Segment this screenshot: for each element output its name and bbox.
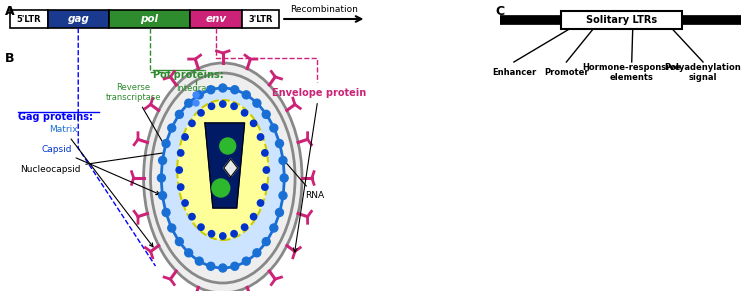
Circle shape — [231, 230, 237, 237]
Circle shape — [168, 124, 176, 132]
Circle shape — [242, 91, 250, 99]
Circle shape — [219, 84, 226, 92]
Circle shape — [198, 224, 204, 230]
Circle shape — [176, 110, 183, 118]
Circle shape — [251, 120, 257, 127]
Text: Capsid: Capsid — [41, 145, 160, 195]
Circle shape — [220, 233, 226, 239]
FancyBboxPatch shape — [47, 10, 109, 28]
Circle shape — [182, 200, 188, 206]
Text: pol: pol — [140, 14, 158, 24]
Circle shape — [207, 262, 214, 270]
Text: Enhancer: Enhancer — [492, 68, 536, 77]
Circle shape — [242, 224, 248, 230]
Text: 5'LTR: 5'LTR — [16, 15, 41, 24]
Circle shape — [253, 249, 261, 257]
Circle shape — [209, 230, 214, 237]
Circle shape — [257, 200, 264, 206]
Text: Nucleocapsid: Nucleocapsid — [20, 149, 179, 174]
Circle shape — [182, 134, 188, 140]
FancyBboxPatch shape — [190, 10, 242, 28]
Circle shape — [220, 138, 236, 154]
Ellipse shape — [177, 100, 268, 240]
FancyBboxPatch shape — [10, 10, 47, 28]
Text: Integrase: Integrase — [176, 84, 216, 93]
Text: Promoter: Promoter — [544, 68, 589, 77]
Text: RNA: RNA — [269, 143, 324, 200]
Text: A: A — [5, 5, 14, 18]
Circle shape — [176, 238, 183, 246]
Text: Hormone-responsive
elements: Hormone-responsive elements — [583, 63, 681, 82]
Polygon shape — [224, 159, 238, 177]
FancyBboxPatch shape — [562, 11, 682, 29]
Text: 3'LTR: 3'LTR — [248, 15, 273, 24]
Text: Pol proteins:: Pol proteins: — [154, 70, 224, 80]
Circle shape — [242, 110, 248, 116]
Circle shape — [275, 140, 284, 148]
Circle shape — [189, 120, 195, 127]
Circle shape — [262, 110, 270, 118]
Text: gag: gag — [68, 14, 89, 24]
Text: C: C — [495, 5, 504, 18]
Circle shape — [176, 167, 182, 173]
Circle shape — [262, 238, 270, 246]
Text: Envelope protein: Envelope protein — [272, 88, 366, 252]
Circle shape — [231, 262, 238, 270]
Circle shape — [198, 110, 204, 116]
Circle shape — [195, 257, 203, 265]
Circle shape — [178, 184, 184, 190]
Circle shape — [231, 103, 237, 109]
Circle shape — [158, 157, 166, 164]
Text: Gag proteins:: Gag proteins: — [18, 112, 93, 122]
Circle shape — [162, 140, 170, 148]
Circle shape — [212, 179, 230, 197]
Circle shape — [162, 208, 170, 217]
FancyBboxPatch shape — [242, 10, 279, 28]
Circle shape — [279, 191, 287, 200]
Circle shape — [242, 257, 250, 265]
Circle shape — [262, 184, 268, 190]
Circle shape — [253, 99, 261, 107]
Circle shape — [193, 92, 199, 98]
Circle shape — [220, 101, 226, 107]
Circle shape — [251, 214, 257, 220]
Circle shape — [209, 103, 214, 109]
Ellipse shape — [161, 88, 284, 268]
Circle shape — [262, 150, 268, 156]
Circle shape — [168, 224, 176, 232]
Circle shape — [257, 134, 264, 140]
Circle shape — [158, 174, 165, 182]
Circle shape — [279, 157, 287, 164]
Circle shape — [270, 224, 278, 232]
Text: env: env — [206, 14, 226, 24]
Circle shape — [207, 86, 214, 94]
FancyBboxPatch shape — [109, 10, 190, 28]
Text: Reverse
transcriptase: Reverse transcriptase — [106, 83, 206, 217]
Text: Solitary LTRs: Solitary LTRs — [586, 15, 658, 25]
Circle shape — [231, 86, 238, 94]
Circle shape — [280, 174, 288, 182]
Text: Matrix: Matrix — [50, 125, 153, 247]
Text: B: B — [5, 52, 14, 65]
Circle shape — [219, 264, 226, 272]
Circle shape — [184, 249, 193, 257]
Circle shape — [270, 124, 278, 132]
Circle shape — [275, 208, 284, 217]
Text: Polyadenylation
signal: Polyadenylation signal — [664, 63, 742, 82]
Circle shape — [158, 191, 166, 200]
Circle shape — [189, 214, 195, 220]
Circle shape — [263, 167, 269, 173]
Circle shape — [195, 91, 203, 99]
Polygon shape — [205, 123, 245, 208]
Text: Recombination: Recombination — [290, 6, 358, 15]
Ellipse shape — [143, 63, 302, 291]
Circle shape — [184, 99, 193, 107]
Circle shape — [193, 100, 199, 106]
Circle shape — [178, 150, 184, 156]
